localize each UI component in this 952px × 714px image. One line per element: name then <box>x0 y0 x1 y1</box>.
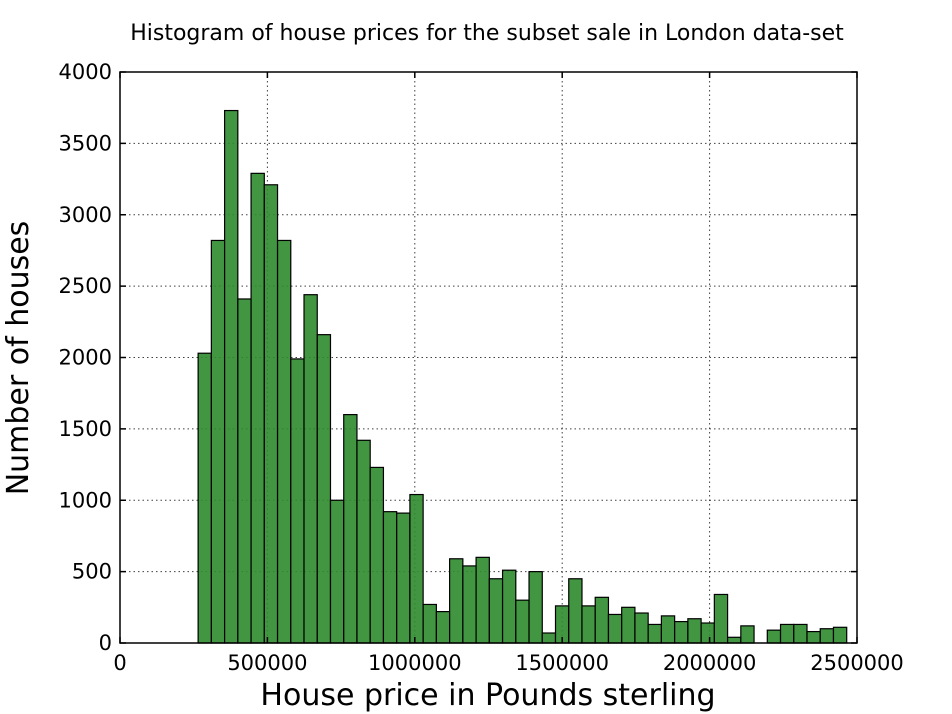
axis-ticks: 0 500000 1000000 1500000 2000000 2500000 0 500 1… <box>59 60 904 675</box>
histogram-bar <box>329 499 345 644</box>
histogram-bar <box>343 414 358 644</box>
x-tick-label: 1500000 <box>515 651 609 675</box>
histogram-bar <box>356 439 371 644</box>
histogram-bar <box>594 596 610 644</box>
histogram-bar <box>607 613 623 644</box>
histogram-bar <box>462 565 477 644</box>
histogram-bar <box>435 610 451 644</box>
x-tick-label: 2000000 <box>663 651 757 675</box>
histogram-bar <box>700 622 715 644</box>
histogram-bar <box>528 571 543 644</box>
histogram-bar <box>210 239 226 644</box>
y-tick-label: 4000 <box>59 60 112 84</box>
y-tick-label: 1500 <box>59 417 112 441</box>
histogram-bar <box>303 294 318 644</box>
histogram-bar <box>290 358 305 644</box>
y-tick-label: 500 <box>72 560 112 584</box>
histogram-bar <box>660 615 676 644</box>
y-tick-label: 3000 <box>59 203 112 227</box>
histogram-bar <box>687 618 702 644</box>
histogram-bar <box>396 512 411 644</box>
histogram-bar <box>223 109 239 644</box>
y-tick-label: 0 <box>99 631 112 655</box>
histogram-bar <box>515 599 530 644</box>
histogram-bar <box>501 569 517 644</box>
x-tick-label: 0 <box>113 651 126 675</box>
histogram-bar <box>276 239 292 644</box>
histogram-bar <box>369 466 385 644</box>
y-axis-label: Number of houses <box>1 221 36 496</box>
histogram-bar <box>197 352 212 644</box>
x-axis-label: House price in Pounds sterling <box>260 678 715 713</box>
x-tick-label: 2500000 <box>810 651 904 675</box>
chart-title: Histogram of house prices for the subset… <box>130 21 844 46</box>
histogram-bar <box>819 628 835 644</box>
histogram-bar <box>581 605 596 644</box>
histogram-bar <box>237 298 252 644</box>
histogram-bar <box>621 606 636 644</box>
histogram-bar <box>740 625 755 644</box>
histogram-bar <box>382 511 398 644</box>
histogram-bar <box>488 578 504 644</box>
y-tick-label: 1000 <box>59 488 112 512</box>
histogram-bar <box>832 626 848 644</box>
histogram-bar <box>806 630 821 644</box>
histogram-bar <box>250 172 265 644</box>
histogram-bar <box>316 334 332 644</box>
histogram-bar <box>713 593 729 644</box>
histogram-bar <box>793 623 808 644</box>
histogram-bar <box>475 556 490 644</box>
histogram-bar <box>541 632 557 644</box>
x-tick-label: 1000000 <box>368 651 462 675</box>
histogram-bar <box>674 620 689 644</box>
y-tick-label: 2000 <box>59 346 112 370</box>
histogram-bar <box>409 493 424 644</box>
histogram-bar <box>568 578 583 644</box>
histogram-bars <box>197 109 848 644</box>
histogram-bar <box>766 629 782 644</box>
histogram-bar <box>779 623 795 644</box>
histogram-bar <box>634 612 649 644</box>
histogram-bar <box>449 558 464 644</box>
histogram-bar <box>422 603 437 644</box>
y-tick-label: 2500 <box>59 274 112 298</box>
histogram-bar <box>647 623 663 644</box>
x-tick-label: 500000 <box>227 651 307 675</box>
y-tick-label: 3500 <box>59 131 112 155</box>
histogram-bar <box>726 636 742 644</box>
histogram-bar <box>263 184 279 644</box>
